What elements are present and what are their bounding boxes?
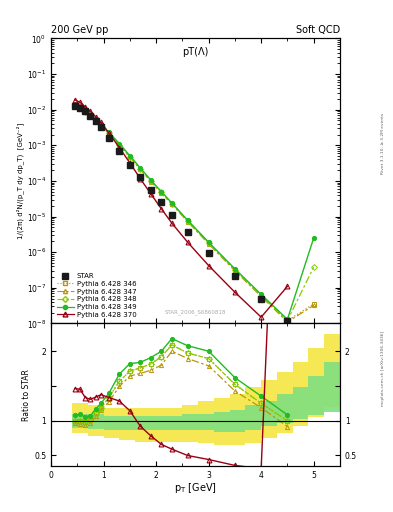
X-axis label: $\mathregular{p_T}$ [GeV]: $\mathregular{p_T}$ [GeV] [174, 481, 217, 495]
Text: Rivet 3.1.10, ≥ 3.2M events: Rivet 3.1.10, ≥ 3.2M events [381, 113, 385, 174]
Y-axis label: Ratio to STAR: Ratio to STAR [22, 369, 31, 420]
Text: mcplots.cern.ch [arXiv:1306.3436]: mcplots.cern.ch [arXiv:1306.3436] [381, 331, 385, 406]
Y-axis label: 1/(2π) d²N/(p_T dy dp_T)  [GeV⁻²]: 1/(2π) d²N/(p_T dy dp_T) [GeV⁻²] [17, 123, 24, 239]
Text: STAR_2006_S6860818: STAR_2006_S6860818 [165, 309, 226, 315]
Text: pT(Λ): pT(Λ) [182, 47, 209, 57]
Text: 200 GeV pp: 200 GeV pp [51, 25, 108, 35]
Text: Soft QCD: Soft QCD [296, 25, 340, 35]
Legend: STAR, Pythia 6.428 346, Pythia 6.428 347, Pythia 6.428 348, Pythia 6.428 349, Py: STAR, Pythia 6.428 346, Pythia 6.428 347… [55, 271, 139, 320]
